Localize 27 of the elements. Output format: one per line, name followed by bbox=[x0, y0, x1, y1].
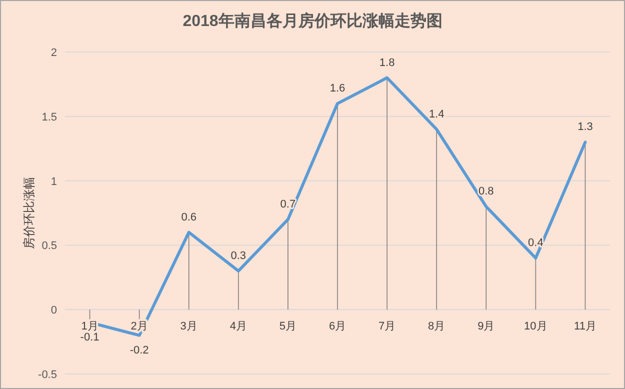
data-label: 1.4 bbox=[428, 108, 444, 120]
y-tick-label: 1 bbox=[50, 176, 57, 188]
y-tick-label: 0 bbox=[50, 304, 57, 317]
y-tick-label: 1.5 bbox=[42, 111, 57, 124]
chart-title: 2018年南昌各月房价环比涨幅走势图 bbox=[182, 11, 442, 30]
data-label: 1.8 bbox=[379, 56, 395, 69]
x-tick-label: 6月 bbox=[328, 320, 346, 333]
data-label: 0.3 bbox=[230, 250, 246, 262]
y-tick-label: 0.5 bbox=[42, 240, 57, 252]
x-tick-label: 10月 bbox=[524, 320, 548, 333]
data-label: -0.2 bbox=[130, 344, 149, 356]
x-tick-label: 8月 bbox=[428, 320, 446, 333]
y-axis-title: 房价环比涨幅 bbox=[22, 177, 36, 249]
x-tick-label: 11月 bbox=[574, 320, 596, 333]
x-tick-label: 5月 bbox=[279, 320, 297, 333]
x-tick-label: 4月 bbox=[230, 320, 247, 333]
x-tick-label: 3月 bbox=[180, 320, 198, 333]
data-label: 0.8 bbox=[478, 186, 494, 198]
y-tick-label: 2 bbox=[50, 47, 57, 59]
x-tick-label: 9月 bbox=[478, 320, 495, 333]
data-label: -0.1 bbox=[80, 331, 100, 344]
data-label: 0.6 bbox=[181, 211, 197, 224]
data-label: 1.6 bbox=[330, 82, 346, 95]
y-tick-label: -0.5 bbox=[38, 369, 57, 381]
data-label: 1.3 bbox=[578, 121, 593, 134]
x-tick-label: 1月 bbox=[81, 320, 98, 333]
x-tick-label: 7月 bbox=[378, 320, 396, 333]
